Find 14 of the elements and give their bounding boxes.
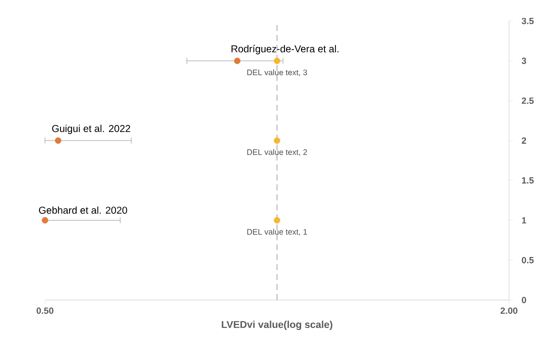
x-axis-title: LVEDvi value(log scale) xyxy=(222,320,332,330)
x-tick-label: 0.50 xyxy=(36,308,54,314)
y-tick-label: 3 xyxy=(522,58,526,64)
x-tick-label: 2.00 xyxy=(500,308,518,314)
annotation: Gebhard et al. 2020 xyxy=(39,206,128,214)
annotation: Guigui et al. 2022 xyxy=(52,124,130,134)
annotation: Rodríguez-de-Vera et al. xyxy=(232,44,338,54)
y-tick-label: 3.5 xyxy=(522,18,534,24)
y-tick-label: 2.5 xyxy=(522,98,534,104)
y-tick-label: 0.5 xyxy=(522,256,534,264)
y-tick-label: 0 xyxy=(522,296,526,304)
y-tick-label: 1.5 xyxy=(522,177,534,184)
y-tick-label: 2 xyxy=(522,137,526,144)
y-tick-label: 1 xyxy=(522,217,526,224)
